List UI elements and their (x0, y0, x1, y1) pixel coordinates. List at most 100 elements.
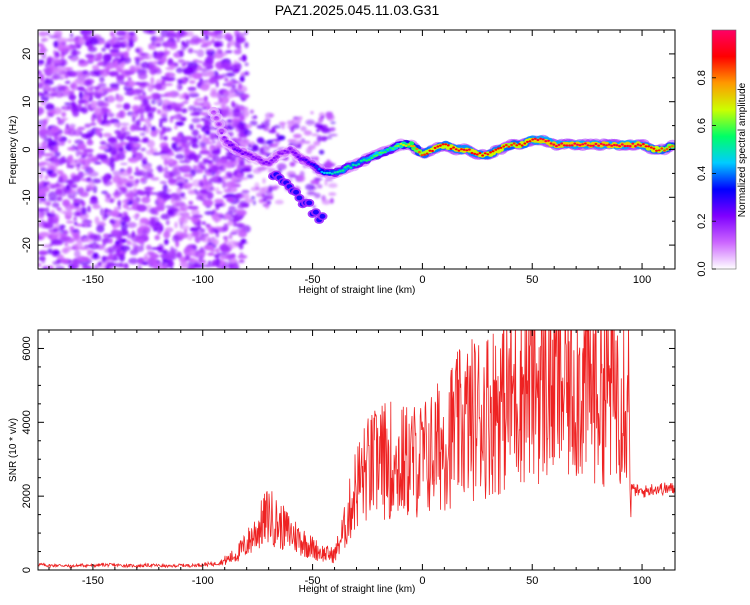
heatmap-noise-blob (97, 53, 102, 61)
heatmap-noise-blob (239, 160, 245, 166)
heatmap-noise-blob (192, 118, 201, 124)
heatmap-ridge-cell (566, 144, 569, 146)
heatmap-noise-blob (83, 173, 89, 175)
heatmap-noise-blob (227, 221, 233, 226)
heatmap-noise-blob (201, 260, 206, 264)
heatmap-ridge-cell (278, 152, 281, 154)
heatmap-noise-blob (118, 254, 123, 257)
heatmap-noise-blob (198, 220, 201, 227)
figure-title: PAZ1.2025.045.11.03.G31 (275, 2, 440, 18)
heatmap-ridge-cell (518, 143, 521, 145)
heatmap-noise-blob (112, 44, 122, 48)
heatmap-noise-blob (175, 154, 185, 159)
heatmap-noise-blob (211, 132, 214, 140)
heatmap-noise-blob (275, 200, 284, 205)
heatmap-noise-blob (66, 184, 70, 190)
heatmap-noise-blob (201, 221, 206, 225)
heatmap-noise-blob (114, 195, 120, 199)
heatmap-ridge-cell (439, 145, 442, 147)
heatmap-ridge-cell (255, 157, 258, 159)
heatmap-noise-blob (299, 116, 303, 120)
heatmap-ridge-cell (273, 157, 276, 159)
heatmap-noise-blob (61, 48, 68, 53)
heatmap-noise-blob (227, 42, 230, 49)
heatmap-noise-blob (45, 78, 49, 82)
heatmap-noise-blob (205, 130, 210, 135)
heatmap-noise-blob (114, 60, 118, 68)
heatmap-ridge-cell (639, 144, 642, 146)
heatmap-noise-blob (226, 197, 234, 202)
heatmap-noise-blob (231, 176, 239, 181)
heatmap-noise-blob (235, 223, 245, 226)
heatmap-ridge-cell (215, 117, 218, 119)
heatmap-noise-blob (128, 137, 136, 141)
heatmap-ridge-cell (647, 145, 650, 147)
heatmap-ridge-cell (463, 149, 466, 151)
heatmap-noise-blob (114, 122, 118, 127)
heatmap-noise-blob (299, 175, 306, 182)
heatmap-noise-blob (119, 69, 124, 73)
heatmap-noise-blob (108, 246, 116, 253)
heatmap-noise-blob (78, 59, 85, 64)
heatmap-noise-blob (156, 37, 161, 42)
heatmap-noise-blob (202, 236, 211, 243)
heatmap-noise-blob (107, 44, 111, 48)
heatmap-noise-blob (233, 103, 239, 109)
heatmap-noise-blob (240, 167, 243, 174)
heatmap-noise-blob (91, 101, 98, 109)
heatmap-noise-blob (126, 71, 136, 74)
heatmap-noise-blob (173, 106, 180, 112)
heatmap-noise-blob (204, 180, 208, 186)
heatmap-noise-blob (174, 222, 177, 229)
heatmap-noise-blob (216, 248, 220, 252)
heatmap-ridge-cell (444, 143, 447, 145)
heatmap-ridge-cell (600, 143, 603, 145)
heatmap-noise-blob (55, 91, 64, 97)
heatmap-noise-blob (181, 41, 184, 45)
heatmap-noise-blob (57, 170, 64, 175)
heatmap-noise-blob (225, 50, 233, 53)
heatmap-noise-blob (256, 187, 259, 190)
colorbar-tick-label: 0.0 (696, 261, 708, 276)
heatmap-noise-blob (86, 86, 90, 93)
heatmap-noise-blob (188, 92, 198, 95)
heatmap-noise-blob (212, 141, 215, 144)
heatmap-noise-blob (99, 221, 105, 224)
heatmap-noise-blob (272, 185, 280, 188)
heatmap-ridge-cell (220, 132, 223, 134)
heatmap-noise-blob (141, 148, 147, 152)
heatmap-noise-blob (244, 130, 252, 136)
heatmap-noise-blob (92, 204, 100, 209)
heatmap-noise-blob (49, 148, 54, 151)
snr-y-tick-label: 6000 (21, 336, 33, 360)
heatmap-ridge-cell (307, 161, 310, 163)
heatmap-noise-blob (287, 120, 294, 125)
heatmap-noise-blob (86, 158, 91, 161)
heatmap-noise-blob (298, 143, 301, 148)
heatmap-noise-blob (154, 69, 162, 75)
heatmap-y-tick-label: 10 (21, 96, 33, 108)
heatmap-ridge-cell (626, 145, 629, 147)
heatmap-ridge-cell (421, 154, 424, 156)
heatmap-noise-blob (163, 184, 168, 192)
heatmap-noise-blob (105, 197, 116, 202)
heatmap-noise-blob (232, 81, 239, 84)
heatmap-noise-blob (65, 243, 68, 246)
heatmap-ridge-cell (349, 167, 352, 169)
heatmap-noise-blob (53, 250, 60, 255)
heatmap-noise-blob (167, 41, 177, 47)
heatmap-noise-blob (67, 147, 76, 151)
heatmap-noise-blob (183, 101, 189, 104)
heatmap-noise-blob (43, 186, 49, 192)
heatmap-noise-blob (135, 58, 140, 66)
heatmap-ridge-cell (447, 144, 450, 146)
heatmap-noise-blob (36, 143, 42, 146)
heatmap-ridge-cell (631, 143, 634, 145)
heatmap-ridge-cell (587, 144, 590, 146)
heatmap-noise-blob (117, 37, 125, 40)
heatmap-noise-blob (71, 185, 78, 188)
heatmap-noise-blob (318, 117, 323, 123)
heatmap-noise-blob (136, 204, 147, 211)
